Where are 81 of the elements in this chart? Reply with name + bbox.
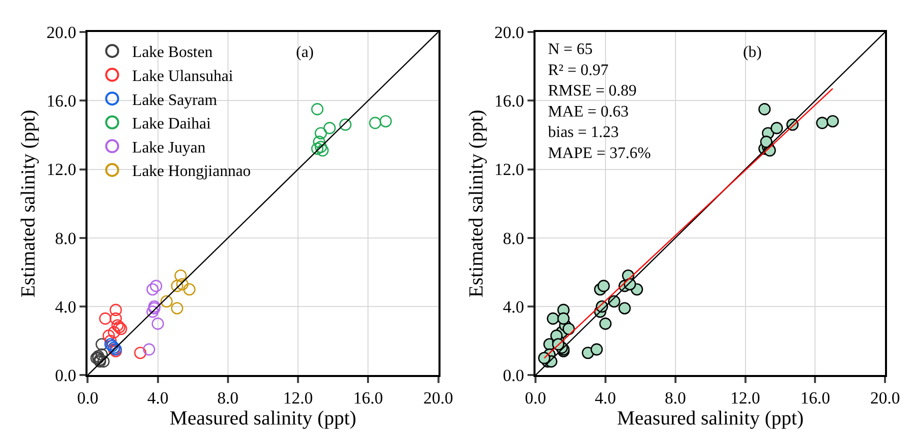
legend-label: Lake Sayram — [132, 92, 218, 109]
y-tick-label: 0.0 — [55, 366, 76, 386]
point — [323, 122, 336, 134]
point — [176, 278, 189, 290]
y-tick-label: 16.0 — [46, 92, 76, 111]
point — [160, 295, 173, 308]
point — [170, 302, 184, 314]
point — [134, 346, 146, 360]
point — [538, 352, 550, 364]
x-tick-label: 4.0 — [147, 388, 168, 408]
point — [826, 115, 839, 128]
x-tick-label: 0.0 — [77, 388, 98, 408]
point — [99, 312, 112, 325]
point — [311, 142, 324, 155]
x-tick-label: 0.0 — [524, 388, 546, 408]
legend-label: Lake Daihai — [132, 116, 212, 133]
point — [146, 306, 159, 318]
y-tick-label: 20.0 — [46, 22, 76, 42]
x-tick-label: 12.0 — [283, 388, 313, 408]
point — [152, 318, 164, 330]
y-tick-label: 8.0 — [55, 228, 76, 248]
point — [339, 118, 352, 131]
point — [598, 280, 610, 292]
y-tick-label: 12.0 — [46, 160, 76, 180]
point — [170, 280, 184, 292]
legend-label: Lake Bosten — [132, 44, 213, 62]
x-tick-label: 8.0 — [217, 388, 239, 408]
point — [314, 140, 327, 154]
point — [174, 270, 187, 282]
point — [618, 302, 631, 314]
legend-label: Lake Hongjiannao — [132, 163, 251, 180]
legend-label: Lake Juyan — [132, 139, 206, 156]
point — [146, 283, 159, 296]
point — [108, 326, 120, 338]
point — [110, 312, 122, 325]
annotation: (a) — [296, 44, 314, 61]
point — [97, 355, 110, 368]
y-tick-label: 20.0 — [494, 22, 524, 42]
x-tick-label: 12.0 — [730, 388, 760, 408]
point — [599, 318, 612, 330]
y-tick-label: 0.0 — [502, 366, 524, 386]
point — [369, 116, 382, 130]
y-tick-label: 4.0 — [55, 297, 76, 316]
point — [312, 136, 326, 148]
point — [590, 343, 603, 356]
point — [102, 330, 115, 342]
x-tick-label: 16.0 — [800, 388, 830, 408]
x-tick-label: 20.0 — [423, 388, 454, 408]
point — [546, 312, 560, 325]
y-tick-label: 12.0 — [494, 160, 524, 180]
point — [96, 348, 108, 361]
point — [150, 280, 162, 292]
point — [758, 103, 771, 116]
y-tick-label: 8.0 — [502, 228, 524, 248]
point — [770, 122, 783, 134]
x-tick-label: 8.0 — [664, 388, 686, 408]
point — [316, 144, 329, 157]
point — [562, 322, 575, 335]
y-axis-title: Estimated salinity (ppt) — [465, 110, 488, 298]
y-tick-label: 16.0 — [494, 92, 524, 111]
point — [110, 304, 122, 316]
x-tick-label: 20.0 — [870, 388, 900, 408]
point — [104, 334, 117, 347]
point — [380, 115, 392, 128]
y-axis-title: Estimated salinity (ppt) — [18, 110, 40, 298]
legend-label: Lake Ulansuhai — [132, 68, 234, 86]
point — [96, 338, 108, 350]
point — [142, 343, 156, 356]
x-tick-label: 16.0 — [353, 388, 384, 408]
point — [760, 136, 772, 148]
point — [816, 116, 828, 130]
point — [557, 312, 570, 325]
point — [311, 103, 324, 116]
y-tick-label: 4.0 — [502, 297, 524, 316]
annotation: N = 65 R² = 0.97 RMSE = 0.89 MAE = 0.63 bias = 1.23 MAPE = 37.6% — [548, 41, 651, 162]
point — [183, 283, 196, 296]
x-tick-label: 4.0 — [594, 388, 616, 408]
x-axis-title: Measured salinity (ppt) — [617, 408, 804, 430]
x-axis-title: Measured salinity (ppt) — [170, 408, 356, 430]
point — [314, 127, 327, 140]
annotation: (b) — [743, 44, 762, 61]
